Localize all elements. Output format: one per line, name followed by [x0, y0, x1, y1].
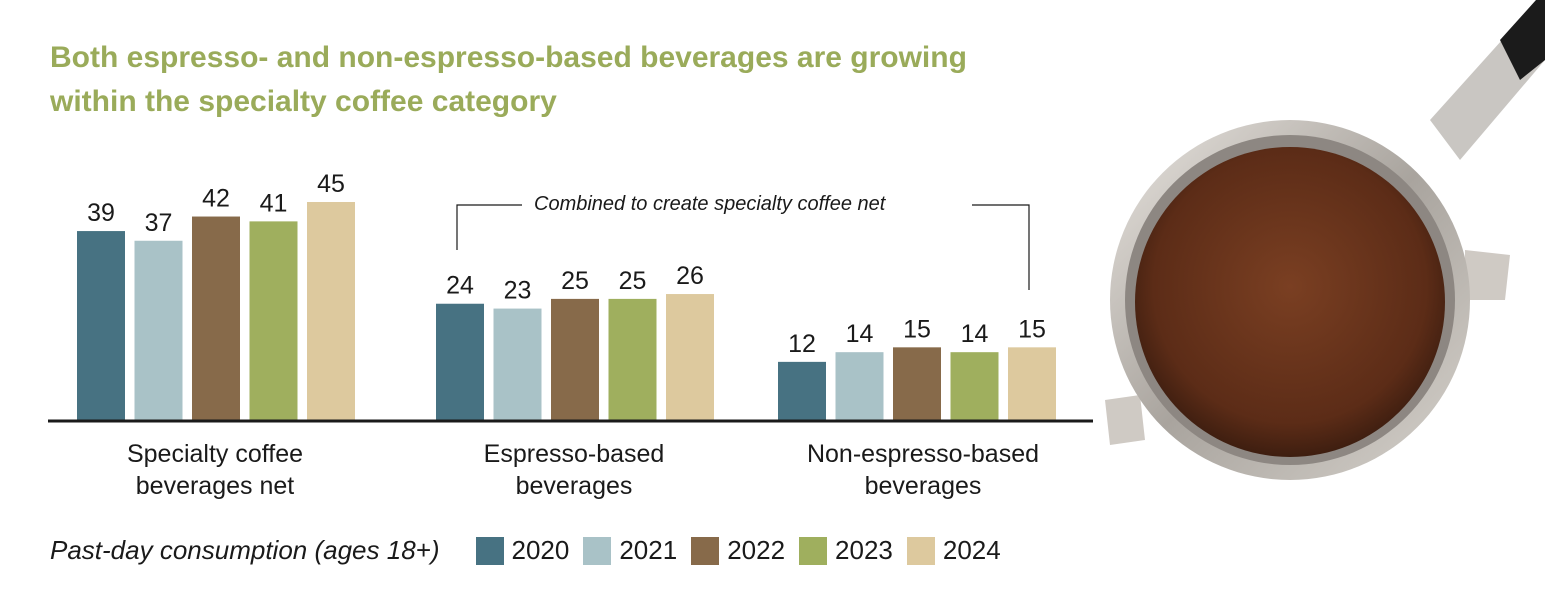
- data-label: 42: [202, 185, 230, 213]
- category-label-espresso: Espresso-based beverages: [424, 438, 724, 502]
- data-label: 25: [561, 267, 589, 295]
- category-label-non-espresso: Non-espresso-based beverages: [773, 438, 1073, 502]
- bar-2022: [192, 216, 240, 420]
- legend-swatch: [475, 536, 504, 565]
- legend-swatch: [906, 536, 935, 565]
- espresso-portafilter-image: [1105, 0, 1545, 480]
- bar-2023: [950, 352, 999, 420]
- legend-label: 2020: [511, 535, 570, 565]
- legend-item-2021: 2021: [583, 535, 677, 566]
- legend-title: Past-day consumption (ages 18+): [50, 535, 440, 565]
- category-line: beverages net: [135, 472, 295, 500]
- category-line: Espresso-based: [483, 440, 665, 468]
- legend-item-2023: 2023: [799, 535, 893, 566]
- legend-label: 2022: [727, 535, 786, 565]
- data-label: 25: [619, 267, 647, 295]
- legend-label: 2021: [619, 535, 678, 565]
- legend-item-2024: 2024: [906, 535, 1001, 566]
- legend-swatch: [799, 536, 828, 565]
- data-label: 26: [676, 262, 704, 290]
- bar-2020: [778, 361, 826, 420]
- data-label: 37: [145, 209, 173, 237]
- bracket-left: [456, 204, 522, 250]
- data-label: 15: [1018, 315, 1046, 343]
- bar-2024: [666, 294, 714, 420]
- bar-2022: [893, 347, 941, 420]
- bar-2021: [134, 240, 183, 420]
- category-label-specialty-net: Specialty coffee beverages net: [65, 438, 365, 502]
- bracket-right: [972, 204, 1030, 290]
- data-label: 15: [903, 315, 931, 343]
- data-label: 14: [846, 320, 874, 348]
- bar-2022: [551, 298, 599, 420]
- legend-swatch: [691, 536, 720, 565]
- category-line: Specialty coffee: [126, 440, 304, 468]
- data-label: 24: [446, 272, 474, 300]
- bar-2021: [493, 308, 542, 420]
- annotation: Combined to create specialty coffee net: [534, 193, 886, 215]
- bar-chart: 39 37 42 41 45 24 23 25 25 26 12 14 15 14 15: [48, 170, 1093, 423]
- bar-2024: [307, 202, 355, 420]
- bar-2023: [249, 221, 298, 420]
- legend-swatch: [583, 536, 612, 565]
- data-label: 23: [504, 277, 532, 305]
- bar-2021: [835, 352, 884, 420]
- legend-item-2020: 2020: [475, 535, 570, 566]
- legend-label: 2024: [942, 535, 1001, 565]
- bar-2020: [436, 303, 484, 420]
- data-label: 12: [788, 330, 816, 358]
- bar-2020: [77, 231, 125, 420]
- bars-layer: 39 37 42 41 45 24 23 25 25 26 12 14 15 14 15: [77, 170, 1056, 420]
- data-label: 39: [87, 199, 115, 227]
- legend: Past-day consumption (ages 18+) 2020 202…: [50, 535, 1015, 566]
- category-line: Non-espresso-based: [806, 440, 1040, 468]
- chart-title: Both espresso- and non-espresso-based be…: [50, 41, 967, 118]
- legend-item-2022: 2022: [691, 535, 785, 566]
- category-line: beverages: [864, 472, 982, 500]
- bar-2024: [1008, 347, 1056, 420]
- data-label: 41: [260, 189, 288, 217]
- category-line: beverages: [515, 472, 633, 500]
- bar-2023: [608, 298, 657, 420]
- data-label: 45: [317, 170, 345, 198]
- data-label: 14: [961, 320, 989, 348]
- legend-label: 2023: [835, 535, 893, 565]
